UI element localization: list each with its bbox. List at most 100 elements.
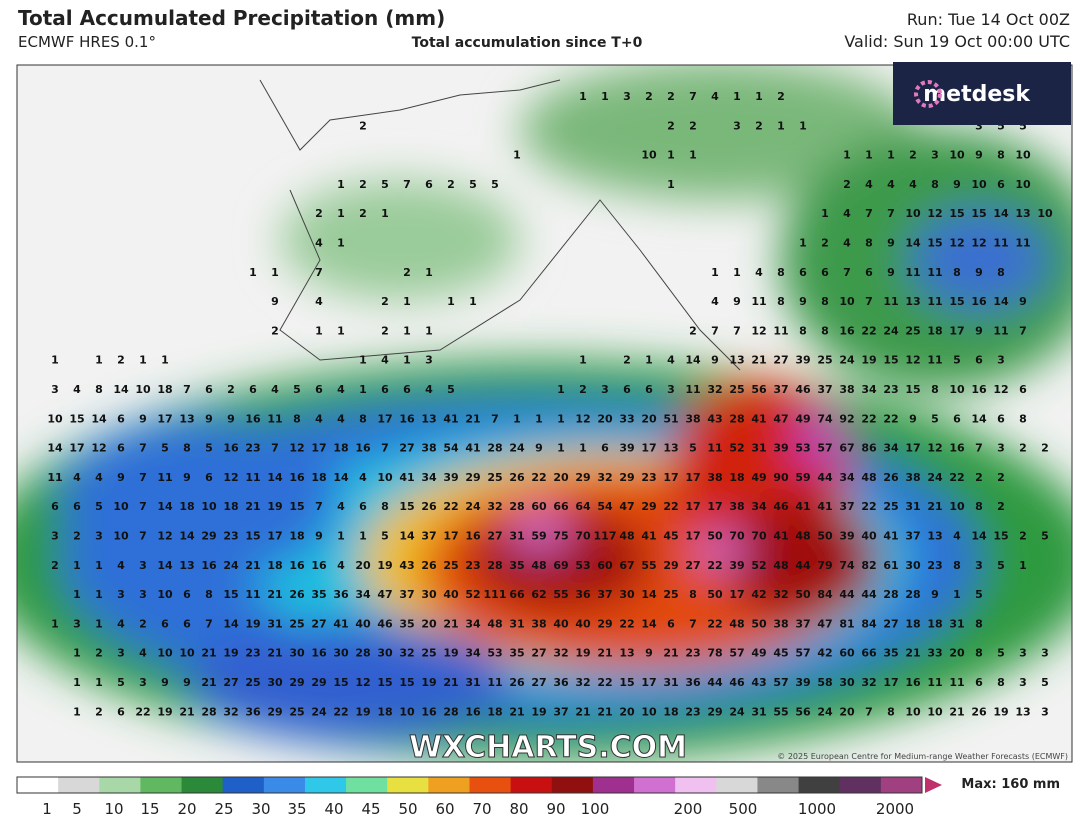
grid-value: 4 bbox=[711, 90, 719, 103]
grid-value: 6 bbox=[953, 412, 961, 425]
grid-value: 4 bbox=[953, 530, 961, 543]
grid-value: 19 bbox=[267, 500, 282, 513]
grid-value: 90 bbox=[773, 471, 789, 484]
grid-value: 12 bbox=[751, 324, 766, 337]
grid-value: 14 bbox=[223, 617, 239, 630]
grid-value: 41 bbox=[465, 442, 480, 455]
grid-value: 2 bbox=[843, 178, 851, 191]
grid-value: 7 bbox=[315, 266, 323, 279]
grid-value: 8 bbox=[1019, 412, 1027, 425]
grid-value: 17 bbox=[685, 530, 700, 543]
grid-value: 6 bbox=[183, 617, 191, 630]
map bbox=[17, 65, 1072, 762]
grid-value: 16 bbox=[311, 559, 327, 572]
grid-value: 58 bbox=[817, 676, 832, 689]
grid-value: 3 bbox=[931, 149, 939, 162]
grid-value: 70 bbox=[729, 530, 745, 543]
grid-value: 9 bbox=[205, 412, 213, 425]
grid-value: 61 bbox=[883, 559, 898, 572]
grid-value: 7 bbox=[733, 324, 741, 337]
grid-value: 24 bbox=[465, 500, 481, 513]
grid-value: 15 bbox=[993, 530, 1008, 543]
grid-value: 3 bbox=[139, 676, 147, 689]
grid-value: 8 bbox=[997, 149, 1005, 162]
grid-value: 41 bbox=[333, 617, 348, 630]
grid-value: 60 bbox=[839, 647, 855, 660]
grid-value: 2 bbox=[689, 119, 697, 132]
grid-value: 15 bbox=[949, 295, 964, 308]
grid-value: 20 bbox=[949, 647, 965, 660]
grid-value: 25 bbox=[421, 647, 436, 660]
grid-value: 25 bbox=[487, 471, 502, 484]
grid-value: 21 bbox=[443, 676, 458, 689]
grid-value: 5 bbox=[469, 178, 477, 191]
grid-value: 48 bbox=[619, 530, 634, 543]
colorbar-step bbox=[510, 777, 553, 793]
grid-value: 7 bbox=[975, 442, 983, 455]
grid-value: 12 bbox=[927, 207, 942, 220]
grid-value: 10 bbox=[377, 471, 393, 484]
grid-value: 11 bbox=[993, 237, 1008, 250]
grid-value: 2 bbox=[95, 705, 103, 718]
grid-value: 2 bbox=[755, 119, 763, 132]
colorbar-step bbox=[469, 777, 512, 793]
map-frame bbox=[16, 64, 1073, 763]
grid-value: 1 bbox=[865, 149, 873, 162]
grid-value: 3 bbox=[139, 559, 147, 572]
grid-value: 4 bbox=[139, 647, 147, 660]
grid-value: 39 bbox=[619, 442, 634, 455]
grid-value: 84 bbox=[817, 588, 833, 601]
grid-value: 29 bbox=[267, 705, 282, 718]
watermark: WXCHARTS.COM bbox=[409, 730, 687, 765]
grid-value: 16 bbox=[839, 324, 855, 337]
grid-value: 4 bbox=[337, 559, 345, 572]
colorbar-step bbox=[222, 777, 265, 793]
grid-value: 4 bbox=[909, 178, 917, 191]
grid-value: 23 bbox=[927, 559, 942, 572]
grid-value: 25 bbox=[817, 354, 832, 367]
grid-value: 14 bbox=[179, 530, 195, 543]
colorbar: 1 5 10 15 20 25 30 35 40 45 50 60 70 80 90 100 200 500 100… bbox=[16, 776, 923, 818]
grid-value: 54 bbox=[443, 442, 459, 455]
grid-value: 32 bbox=[773, 588, 788, 601]
grid-value: 43 bbox=[751, 676, 766, 689]
grid-value: 49 bbox=[751, 471, 766, 484]
grid-value: 22 bbox=[135, 705, 150, 718]
grid-value: 25 bbox=[289, 705, 304, 718]
grid-value: 1 bbox=[73, 559, 81, 572]
grid-value: 11 bbox=[993, 324, 1008, 337]
grid-value: 9 bbox=[183, 471, 191, 484]
grid-value: 30 bbox=[267, 676, 283, 689]
grid-value: 3 bbox=[997, 354, 1005, 367]
grid-value: 5 bbox=[1041, 530, 1049, 543]
colorbar-label: 500 bbox=[729, 800, 758, 818]
grid-value: 41 bbox=[641, 530, 656, 543]
grid-value: 2 bbox=[381, 295, 389, 308]
grid-value: 20 bbox=[355, 559, 371, 572]
grid-value: 1 bbox=[469, 295, 477, 308]
grid-value: 19 bbox=[575, 647, 590, 660]
grid-value: 24 bbox=[509, 442, 525, 455]
grid-value: 9 bbox=[139, 412, 147, 425]
grid-value: 34 bbox=[465, 617, 481, 630]
grid-value: 1 bbox=[425, 266, 433, 279]
grid-value: 7 bbox=[865, 207, 873, 220]
grid-value: 2 bbox=[359, 119, 367, 132]
grid-value: 15 bbox=[927, 237, 942, 250]
grid-value: 5 bbox=[381, 530, 389, 543]
grid-value: 17 bbox=[685, 471, 700, 484]
grid-value: 17 bbox=[641, 442, 656, 455]
grid-value: 46 bbox=[729, 676, 745, 689]
grid-value: 35 bbox=[399, 617, 414, 630]
grid-value: 1 bbox=[821, 207, 829, 220]
run: Run: Tue 14 Oct 00Z bbox=[907, 10, 1070, 29]
grid-value: 16 bbox=[905, 676, 921, 689]
grid-value: 3 bbox=[1019, 676, 1027, 689]
grid-value: 5 bbox=[491, 178, 499, 191]
grid-value: 10 bbox=[201, 500, 217, 513]
grid-value: 9 bbox=[799, 295, 807, 308]
grid-value: 4 bbox=[755, 266, 763, 279]
grid-value: 19 bbox=[993, 705, 1008, 718]
grid-value: 2 bbox=[579, 383, 587, 396]
colorbar-label: 20 bbox=[177, 800, 196, 818]
